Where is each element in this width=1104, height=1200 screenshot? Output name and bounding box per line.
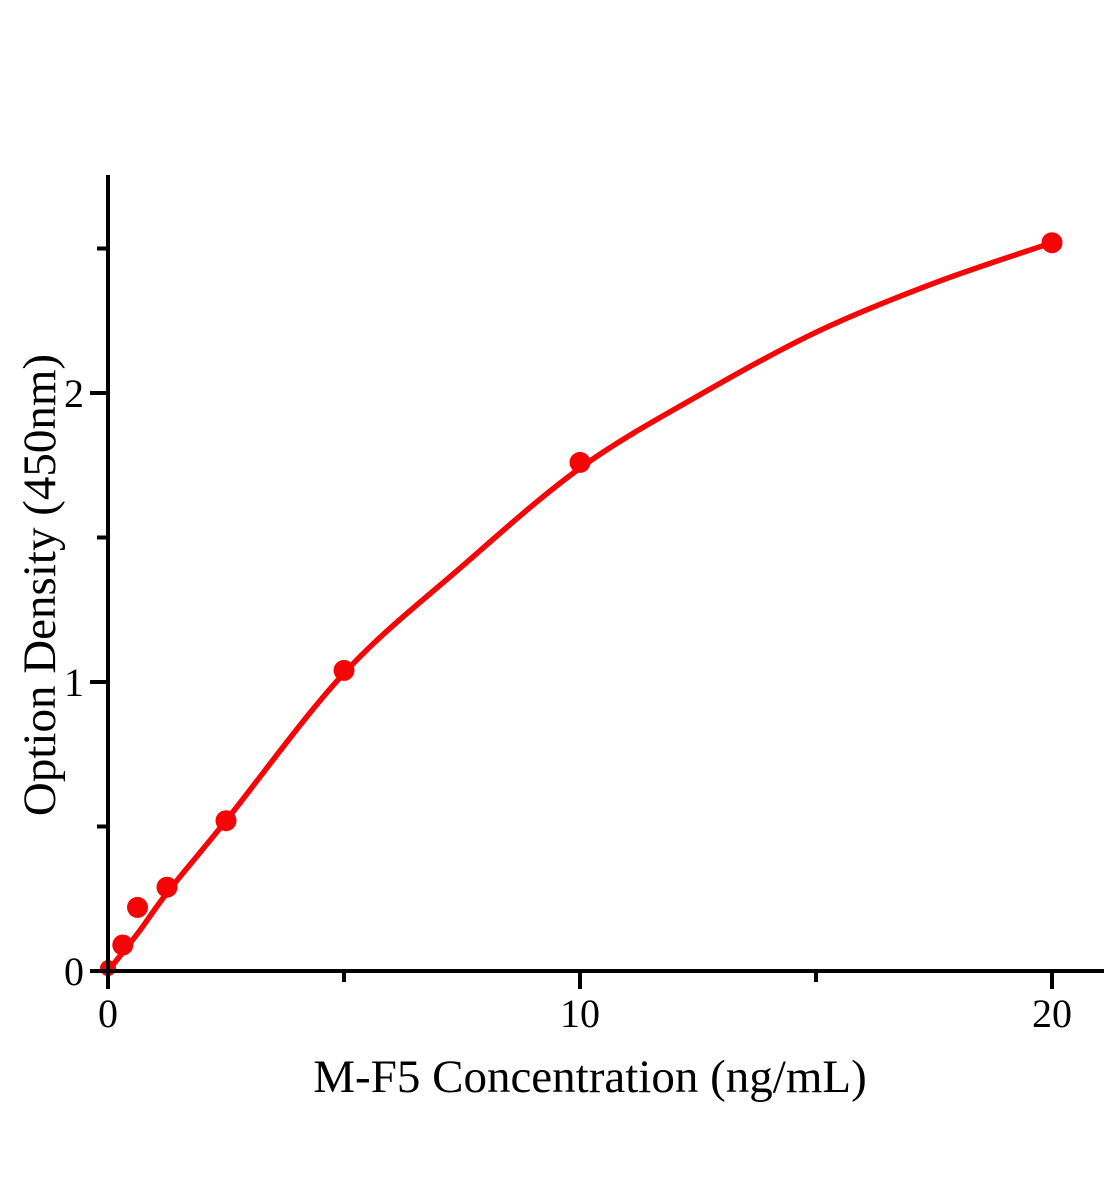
y-tick-label: 2 [64,371,84,416]
data-point [569,451,591,473]
data-point [1041,232,1063,254]
fit-curve-line [105,239,1055,974]
y-tick-label: 1 [64,660,84,705]
x-tick-label: 0 [98,991,118,1036]
x-axis-title: M-F5 Concentration (ng/mL) [313,1051,867,1103]
data-point [333,659,355,681]
x-tick-label: 20 [1032,991,1072,1036]
x-tick-label: 10 [560,991,600,1036]
y-axis-title: Option Density (450nm) [14,353,66,817]
data-point [112,934,134,956]
data-point [156,876,178,898]
data-point [127,896,148,918]
data-point [215,810,237,832]
y-tick-label: 0 [64,949,84,994]
